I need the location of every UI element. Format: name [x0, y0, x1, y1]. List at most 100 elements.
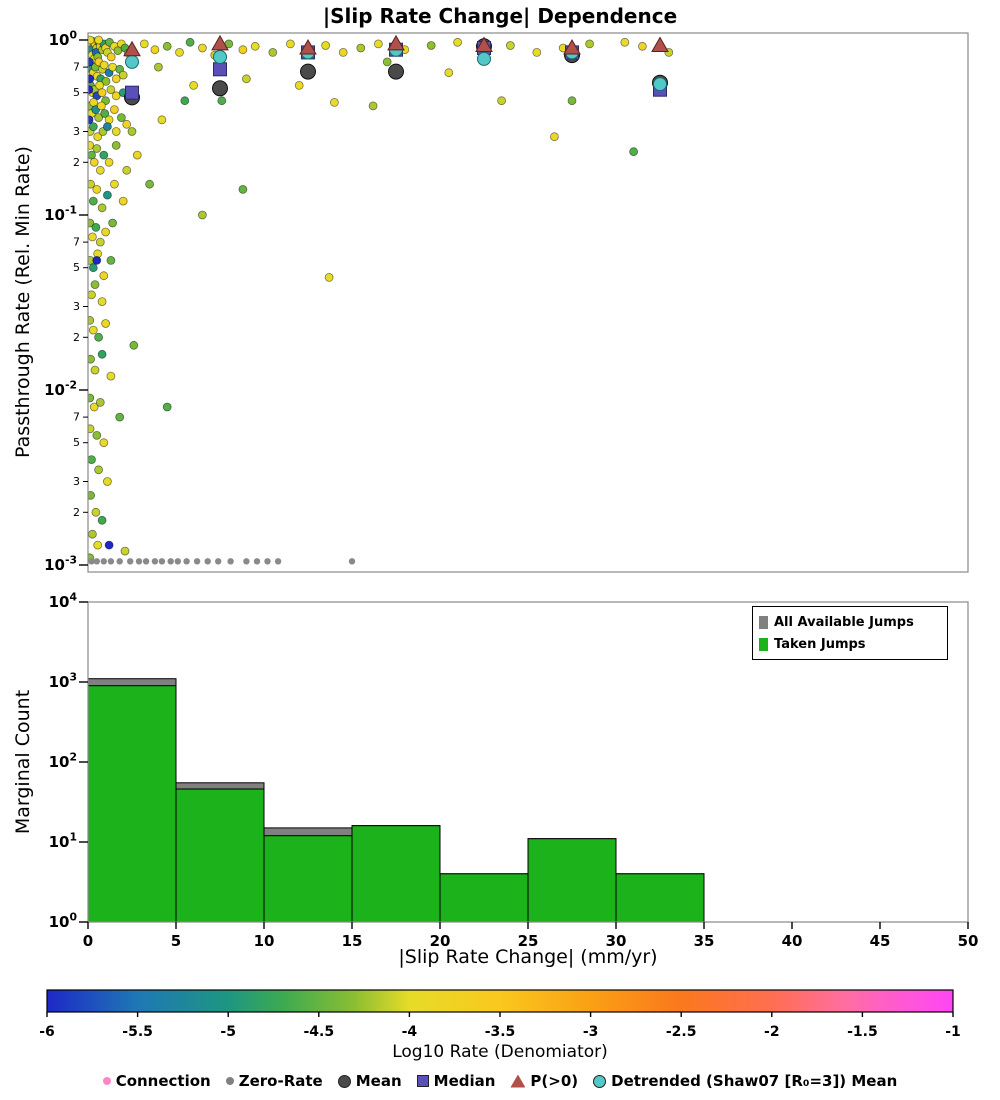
scatter-point: [99, 271, 109, 281]
scatter-point: [97, 88, 107, 98]
colorbar-tick-label: -3: [583, 1024, 599, 1040]
hist-bar-taken: [263, 835, 353, 923]
scatter-point: [88, 57, 94, 67]
scatter-point: [94, 113, 103, 122]
scatter-point: [91, 222, 101, 232]
legend-item-p-gt-0: P(>0): [510, 1072, 578, 1090]
scatter-point: [88, 85, 94, 95]
scatter-point: [368, 101, 378, 111]
detrended-mean-circle-icon: [593, 1074, 607, 1088]
scatter-point: [103, 122, 112, 131]
colorbar-tick-label: -2.5: [666, 1024, 697, 1040]
scatter-point: [329, 98, 339, 107]
scatter-point: [90, 365, 100, 375]
median-marker: [125, 85, 139, 100]
scatter-point: [189, 81, 199, 90]
scatter-point: [94, 332, 103, 342]
axis-tick-label: 10-1: [44, 203, 77, 224]
scatter-point: [89, 402, 99, 412]
scatter-point: [197, 210, 207, 220]
scatter-point: [106, 52, 116, 62]
zero-rate-point: [215, 558, 222, 565]
connection-dot-icon: [102, 1077, 111, 1085]
colorbar-tick-label: -1.5: [847, 1024, 878, 1040]
hist-bar-taken: [87, 685, 177, 923]
scatter-point: [91, 507, 101, 517]
y-minor-tick-label: 7: [73, 61, 80, 74]
scatter-point: [101, 77, 111, 86]
scatter-point: [97, 297, 107, 307]
zero-rate-point: [151, 558, 159, 565]
p-gt-0-marker: [123, 40, 141, 57]
scatter-point: [111, 127, 121, 136]
mean-circle-icon: [337, 1074, 351, 1088]
scatter-plot-border: [87, 32, 969, 573]
scatter-point: [93, 132, 103, 142]
scatter-point: [88, 115, 94, 125]
colorbar-tick-label: -5: [220, 1024, 236, 1040]
scatter-point: [120, 546, 130, 556]
scatter-point: [88, 263, 98, 273]
scatter-point: [585, 39, 594, 49]
scatter-point: [92, 430, 102, 440]
scatter-point: [88, 529, 97, 539]
scatter-point: [638, 41, 647, 51]
scatter-point: [505, 41, 515, 50]
legend-label-p-gt-0: P(>0): [530, 1072, 579, 1090]
legend-item-mean: Mean: [337, 1072, 402, 1090]
y-minor-tick-label: 7: [73, 411, 80, 424]
scatter-point: [103, 477, 112, 486]
scatter-point: [139, 39, 149, 49]
colorbar-tick-label: -6: [39, 1024, 55, 1040]
detrended-mean-marker: [477, 51, 491, 66]
p-gt-0-triangle-icon: [510, 1074, 526, 1088]
scatter-point: [95, 397, 105, 407]
hist-y-axis-label: Marginal Count: [12, 689, 34, 835]
hist-x-tick-label: 30: [606, 932, 627, 950]
scatter-point: [338, 48, 348, 57]
scatter-point: [118, 70, 128, 80]
axis-tick-label: 103: [49, 670, 77, 691]
hist-x-tick-label: 20: [430, 932, 451, 950]
hist-bar-taken: [527, 838, 617, 923]
scatter-point: [101, 227, 110, 237]
scatter-point: [104, 540, 114, 550]
figure-title: |Slip Rate Change| Dependence: [322, 4, 678, 28]
hist-x-tick-label: 35: [694, 932, 715, 950]
legend-label-median: Median: [433, 1072, 496, 1090]
legend-item-connection: Connection: [102, 1072, 211, 1090]
scatter-point: [88, 424, 95, 434]
colorbar-tick-label: -5.5: [122, 1024, 153, 1040]
scatter-point: [110, 105, 119, 114]
hist-x-tick-label: 15: [342, 932, 363, 950]
scatter-point: [620, 37, 630, 47]
scatter-point: [88, 232, 97, 242]
p-gt-0-marker: [299, 38, 317, 55]
scatter-point: [103, 190, 112, 200]
scatter-point: [100, 109, 110, 118]
p-gt-0-marker: [563, 38, 581, 55]
scatter-point: [88, 393, 95, 403]
scatter-point: [92, 184, 102, 194]
scatter-point: [268, 48, 278, 57]
scatter-y-axis-label: Passthrough Rate (Rel. Min Rate): [12, 146, 34, 458]
colorbar-tick-label: -4.5: [303, 1024, 334, 1040]
y-minor-tick-label: 2: [73, 506, 80, 519]
hist-legend-row-all: All Available Jumps: [759, 611, 941, 633]
scatter-point: [97, 203, 107, 213]
legend-item-detrended-mean: Detrended (Shaw07 [R₀=3]) Mean: [593, 1072, 897, 1090]
scatter-point: [122, 165, 132, 175]
all-available-jumps-swatch: [759, 615, 768, 629]
scatter-point: [88, 35, 95, 45]
scatter-point: [122, 119, 132, 129]
hist-x-tick-label: 10: [254, 932, 275, 950]
zero-rate-point: [243, 558, 250, 565]
scatter-point: [110, 179, 119, 189]
scatter-point: [118, 196, 128, 206]
colorbar-tick-label: -3.5: [485, 1024, 516, 1040]
zero-rate-point: [107, 558, 115, 565]
hist-legend: All Available Jumps Taken Jumps: [752, 606, 948, 660]
scatter-point: [95, 237, 105, 247]
hist-x-tick-label: 0: [83, 932, 93, 950]
